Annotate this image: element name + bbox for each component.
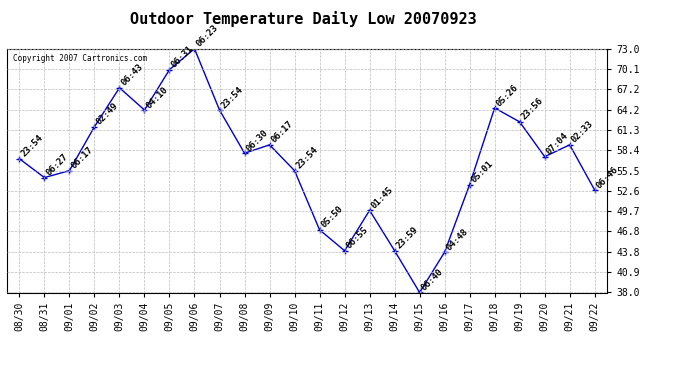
- Text: 23:54: 23:54: [219, 85, 245, 110]
- Text: 06:31: 06:31: [170, 44, 195, 70]
- Text: 05:01: 05:01: [470, 159, 495, 184]
- Text: 06:17: 06:17: [270, 120, 295, 145]
- Text: 06:17: 06:17: [70, 145, 95, 171]
- Text: Outdoor Temperature Daily Low 20070923: Outdoor Temperature Daily Low 20070923: [130, 11, 477, 27]
- Text: 06:43: 06:43: [119, 62, 145, 88]
- Text: 01:45: 01:45: [370, 185, 395, 210]
- Text: 06:27: 06:27: [44, 152, 70, 178]
- Text: 04:10: 04:10: [144, 85, 170, 110]
- Text: 07:04: 07:04: [544, 131, 570, 157]
- Text: 06:23: 06:23: [195, 23, 220, 49]
- Text: 23:54: 23:54: [19, 134, 45, 159]
- Text: 06:40: 06:40: [420, 267, 445, 292]
- Text: 23:56: 23:56: [520, 96, 545, 122]
- Text: Copyright 2007 Cartronics.com: Copyright 2007 Cartronics.com: [13, 54, 147, 63]
- Text: 05:50: 05:50: [319, 204, 345, 230]
- Text: 05:26: 05:26: [495, 82, 520, 108]
- Text: 02:49: 02:49: [95, 101, 120, 127]
- Text: 06:30: 06:30: [244, 128, 270, 153]
- Text: 02:33: 02:33: [570, 120, 595, 145]
- Text: 04:48: 04:48: [444, 227, 470, 252]
- Text: 23:59: 23:59: [395, 225, 420, 251]
- Text: 23:54: 23:54: [295, 145, 320, 171]
- Text: 06:55: 06:55: [344, 225, 370, 251]
- Text: 06:46: 06:46: [595, 165, 620, 190]
